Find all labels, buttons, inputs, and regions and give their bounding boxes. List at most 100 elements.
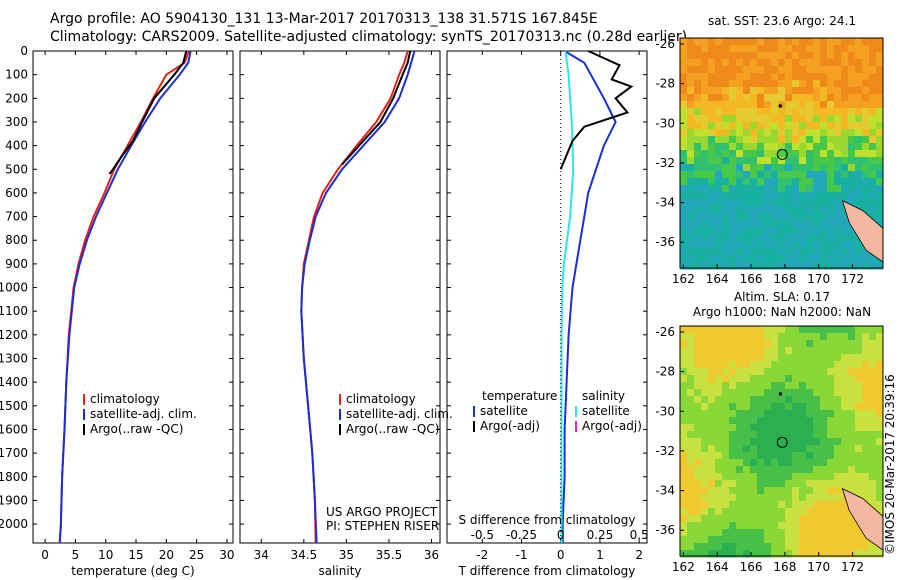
- map-cell: [827, 375, 835, 383]
- map-cell: [862, 171, 870, 179]
- map-cell: [848, 66, 856, 74]
- map-cell: [701, 164, 709, 172]
- map-cell: [680, 543, 688, 551]
- map-cell: [855, 52, 863, 60]
- map-cell: [743, 354, 751, 362]
- map-cell: [736, 227, 744, 235]
- map-cell: [722, 122, 730, 130]
- map-cell: [841, 403, 849, 411]
- map-cell: [771, 368, 779, 376]
- map-cell: [869, 185, 877, 193]
- map-cell: [778, 234, 786, 242]
- map-cell: [729, 459, 737, 467]
- map-x-tick-label: 166: [740, 560, 763, 574]
- map-cell: [855, 452, 863, 460]
- map-cell: [771, 487, 779, 495]
- map-cell: [841, 213, 849, 221]
- map-cell: [855, 129, 863, 137]
- map-cell: [729, 466, 737, 474]
- map-cell: [708, 340, 716, 348]
- map-cell: [729, 347, 737, 355]
- map-cell: [785, 361, 793, 369]
- map-cell: [862, 199, 870, 207]
- map-cell: [869, 164, 877, 172]
- map-cell: [743, 347, 751, 355]
- map-cell: [806, 255, 814, 263]
- map-cell: [813, 234, 821, 242]
- map-cell: [771, 550, 779, 558]
- map-cell: [757, 361, 765, 369]
- map-cell: [876, 192, 884, 200]
- map-cell: [743, 522, 751, 530]
- map-cell: [862, 333, 870, 341]
- map-cell: [799, 122, 807, 130]
- map-cell: [729, 480, 737, 488]
- series-line-satellite-adj-clim-: [300, 50, 416, 544]
- map-cell: [813, 199, 821, 207]
- map-cell: [736, 347, 744, 355]
- map-cell: [841, 431, 849, 439]
- map-cell: [813, 389, 821, 397]
- map-cell: [834, 262, 842, 270]
- map-cell: [820, 459, 828, 467]
- y-tick-label: 1700: [0, 446, 28, 460]
- map-cell: [876, 431, 884, 439]
- map-cell: [827, 424, 835, 432]
- map-cell: [701, 255, 709, 263]
- map-cell: [813, 417, 821, 425]
- map-cell: [813, 354, 821, 362]
- x-tick-label: 2: [635, 548, 643, 562]
- map-cell: [729, 501, 737, 509]
- map-cell: [694, 59, 702, 67]
- map-cell: [715, 431, 723, 439]
- map-cell: [687, 199, 695, 207]
- map-cell: [834, 213, 842, 221]
- map-cell: [792, 241, 800, 249]
- map-cell: [701, 185, 709, 193]
- map-cell: [722, 333, 730, 341]
- map-cell: [855, 396, 863, 404]
- map-cell: [757, 396, 765, 404]
- map-cell: [813, 157, 821, 165]
- map-cell: [799, 396, 807, 404]
- map-cell: [834, 108, 842, 116]
- map-cell: [820, 326, 828, 334]
- map-cell: [708, 122, 716, 130]
- map-cell: [869, 157, 877, 165]
- map-cell: [869, 262, 877, 270]
- map-cell: [841, 347, 849, 355]
- map-cell: [792, 466, 800, 474]
- map-cell: [806, 115, 814, 123]
- map-cell: [694, 522, 702, 530]
- map-cell: [680, 129, 688, 137]
- map-cell: [771, 234, 779, 242]
- x2-tick-label: -0.5: [471, 528, 494, 542]
- legend-title: salinity: [582, 389, 625, 403]
- map-cell: [876, 403, 884, 411]
- x-tick-label: 30: [219, 548, 234, 562]
- map-cell: [813, 213, 821, 221]
- map-cell: [869, 206, 877, 214]
- map-cell: [687, 438, 695, 446]
- map-cell: [757, 59, 765, 67]
- map-cell: [792, 199, 800, 207]
- map-cell: [722, 522, 730, 530]
- map-cell: [862, 94, 870, 102]
- map-cell: [785, 66, 793, 74]
- map-cell: [743, 136, 751, 144]
- map-cell: [687, 192, 695, 200]
- map-cell: [806, 389, 814, 397]
- map-cell: [792, 59, 800, 67]
- y-tick-label: 300: [5, 115, 28, 129]
- map-cell: [694, 382, 702, 390]
- map-cell: [743, 326, 751, 334]
- map-cell: [708, 333, 716, 341]
- map-cell: [813, 515, 821, 523]
- map-cell: [757, 171, 765, 179]
- map-cell: [764, 480, 772, 488]
- map-cell: [750, 494, 758, 502]
- map-cell: [813, 171, 821, 179]
- map-cell: [799, 452, 807, 460]
- map-cell: [701, 340, 709, 348]
- map-cell: [855, 115, 863, 123]
